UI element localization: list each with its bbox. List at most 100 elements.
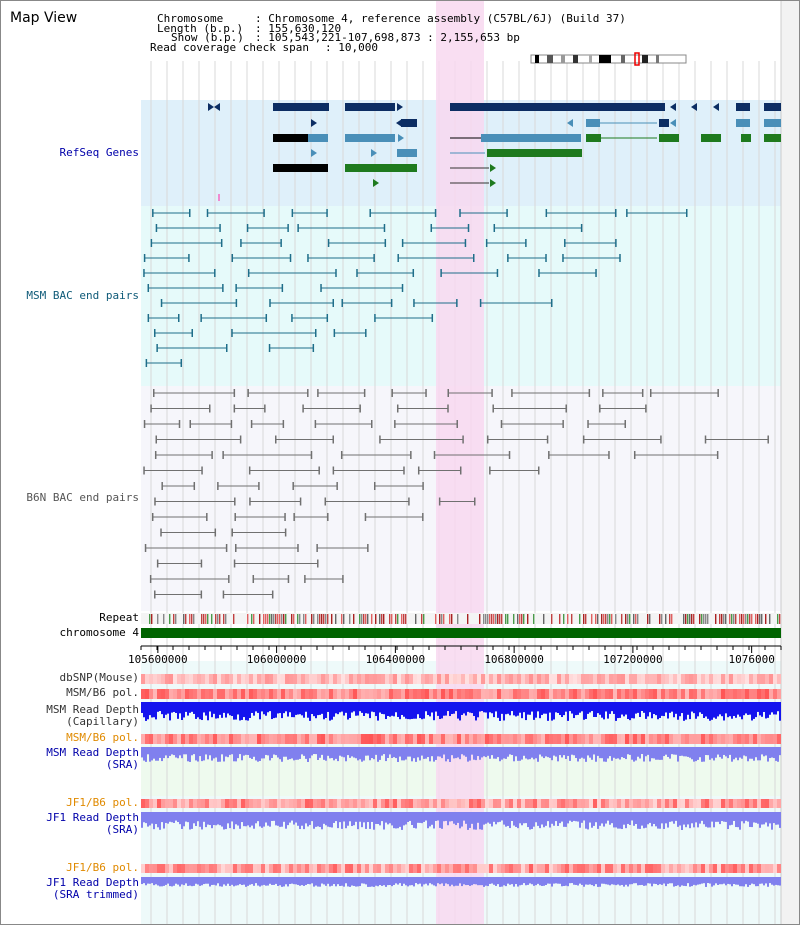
track-label-msm-depth-sra[interactable]: MSM Read Depth — [46, 746, 139, 759]
polymorphism-cell — [405, 734, 409, 744]
polymorphism-cell — [737, 799, 741, 808]
depth-bar — [473, 702, 475, 717]
repeat-element — [779, 614, 781, 624]
depth-bar — [681, 812, 683, 830]
repeat-element — [661, 614, 663, 624]
track-label-repeat[interactable]: Repeat — [99, 611, 139, 624]
polymorphism-cell — [421, 734, 425, 744]
polymorphism-cell — [597, 689, 601, 699]
polymorphism-cell — [173, 674, 177, 684]
polymorphism-cell — [325, 864, 329, 873]
depth-bar — [763, 702, 765, 712]
polymorphism-cell — [285, 734, 289, 744]
depth-bar — [333, 812, 335, 823]
depth-bar — [419, 877, 421, 884]
track-label-msm-b6-pol-2[interactable]: MSM/B6 pol. — [66, 731, 139, 744]
polymorphism-cell — [409, 674, 413, 684]
depth-bar — [511, 812, 513, 821]
polymorphism-cell — [489, 689, 493, 699]
depth-bar — [601, 812, 603, 824]
depth-bar — [459, 812, 461, 829]
polymorphism-cell — [329, 799, 333, 808]
depth-bar — [325, 747, 327, 761]
polymorphism-cell — [617, 799, 621, 808]
depth-bar — [619, 812, 621, 829]
depth-bar — [367, 812, 369, 823]
gene-exon — [481, 134, 581, 142]
repeat-element — [719, 614, 721, 624]
track-label-msm-depth-cap[interactable]: MSM Read Depth — [46, 703, 139, 716]
depth-bar — [253, 812, 255, 829]
polymorphism-cell — [169, 799, 173, 808]
track-label-msm-b6-pol-1[interactable]: MSM/B6 pol. — [66, 686, 139, 699]
track-label-jf1-b6-pol-1[interactable]: JF1/B6 pol. — [66, 796, 139, 809]
polymorphism-cell — [573, 864, 577, 873]
polymorphism-cell — [389, 674, 393, 684]
polymorphism-cell — [269, 799, 273, 808]
repeat-element — [621, 614, 623, 624]
track-label-jf1-depth-sra[interactable]: JF1 Read Depth — [46, 811, 139, 824]
depth-bar — [599, 877, 601, 887]
polymorphism-cell — [417, 734, 421, 744]
repeat-element — [597, 614, 599, 624]
depth-bar — [765, 877, 767, 884]
track-label-dbsnp[interactable]: dbSNP(Mouse) — [59, 671, 139, 684]
depth-bar — [735, 702, 737, 718]
depth-bar — [157, 702, 159, 712]
depth-bar — [507, 877, 509, 884]
track-label-jf1-b6-pol-2[interactable]: JF1/B6 pol. — [66, 861, 139, 874]
depth-bar — [261, 877, 263, 886]
depth-bar — [405, 812, 407, 825]
gene-exon — [764, 103, 781, 111]
polymorphism-cell — [465, 674, 469, 684]
track-label-msm-bac[interactable]: MSM BAC end pairs — [26, 289, 139, 302]
polymorphism-cell — [505, 799, 509, 808]
repeat-element — [175, 614, 177, 624]
polymorphism-cell — [241, 799, 245, 808]
polymorphism-cell — [317, 799, 321, 808]
polymorphism-cell — [469, 734, 473, 744]
track-label-refseq[interactable]: RefSeq Genes — [59, 146, 139, 159]
depth-bar — [273, 747, 275, 755]
depth-bar — [663, 812, 665, 829]
polymorphism-cell — [205, 674, 209, 684]
strand-arrow — [396, 119, 402, 127]
depth-bar — [619, 747, 621, 760]
polymorphism-cell — [389, 799, 393, 808]
depth-bar — [697, 812, 699, 828]
polymorphism-cell — [685, 799, 689, 808]
depth-bar — [475, 702, 477, 721]
depth-bar — [489, 702, 491, 713]
depth-bar — [471, 877, 473, 886]
track-label-jf1-depth-trim[interactable]: JF1 Read Depth — [46, 876, 139, 889]
polymorphism-cell — [577, 799, 581, 808]
polymorphism-cell — [537, 799, 541, 808]
depth-bar — [309, 702, 311, 721]
track-label-b6n-bac[interactable]: B6N BAC end pairs — [26, 491, 139, 504]
depth-bar — [365, 877, 367, 885]
repeat-element — [151, 614, 153, 624]
polymorphism-cell — [289, 674, 293, 684]
polymorphism-cell — [541, 864, 545, 873]
depth-bar — [277, 877, 279, 886]
depth-bar — [563, 812, 565, 827]
polymorphism-cell — [401, 674, 405, 684]
depth-bar — [557, 877, 559, 884]
polymorphism-cell — [473, 864, 477, 873]
polymorphism-cell — [529, 689, 533, 699]
polymorphism-cell — [549, 799, 553, 808]
depth-bar — [407, 702, 409, 720]
polymorphism-cell — [353, 864, 357, 873]
depth-bar — [603, 877, 605, 884]
depth-bar — [583, 812, 585, 821]
depth-bar — [759, 702, 761, 716]
depth-bar — [447, 877, 449, 885]
polymorphism-cell — [189, 689, 193, 699]
polymorphism-cell — [517, 864, 521, 873]
gene-exon — [741, 134, 751, 142]
depth-bar — [723, 702, 725, 721]
depth-bar — [585, 747, 587, 762]
polymorphism-cell — [153, 734, 157, 744]
depth-bar — [275, 877, 277, 884]
